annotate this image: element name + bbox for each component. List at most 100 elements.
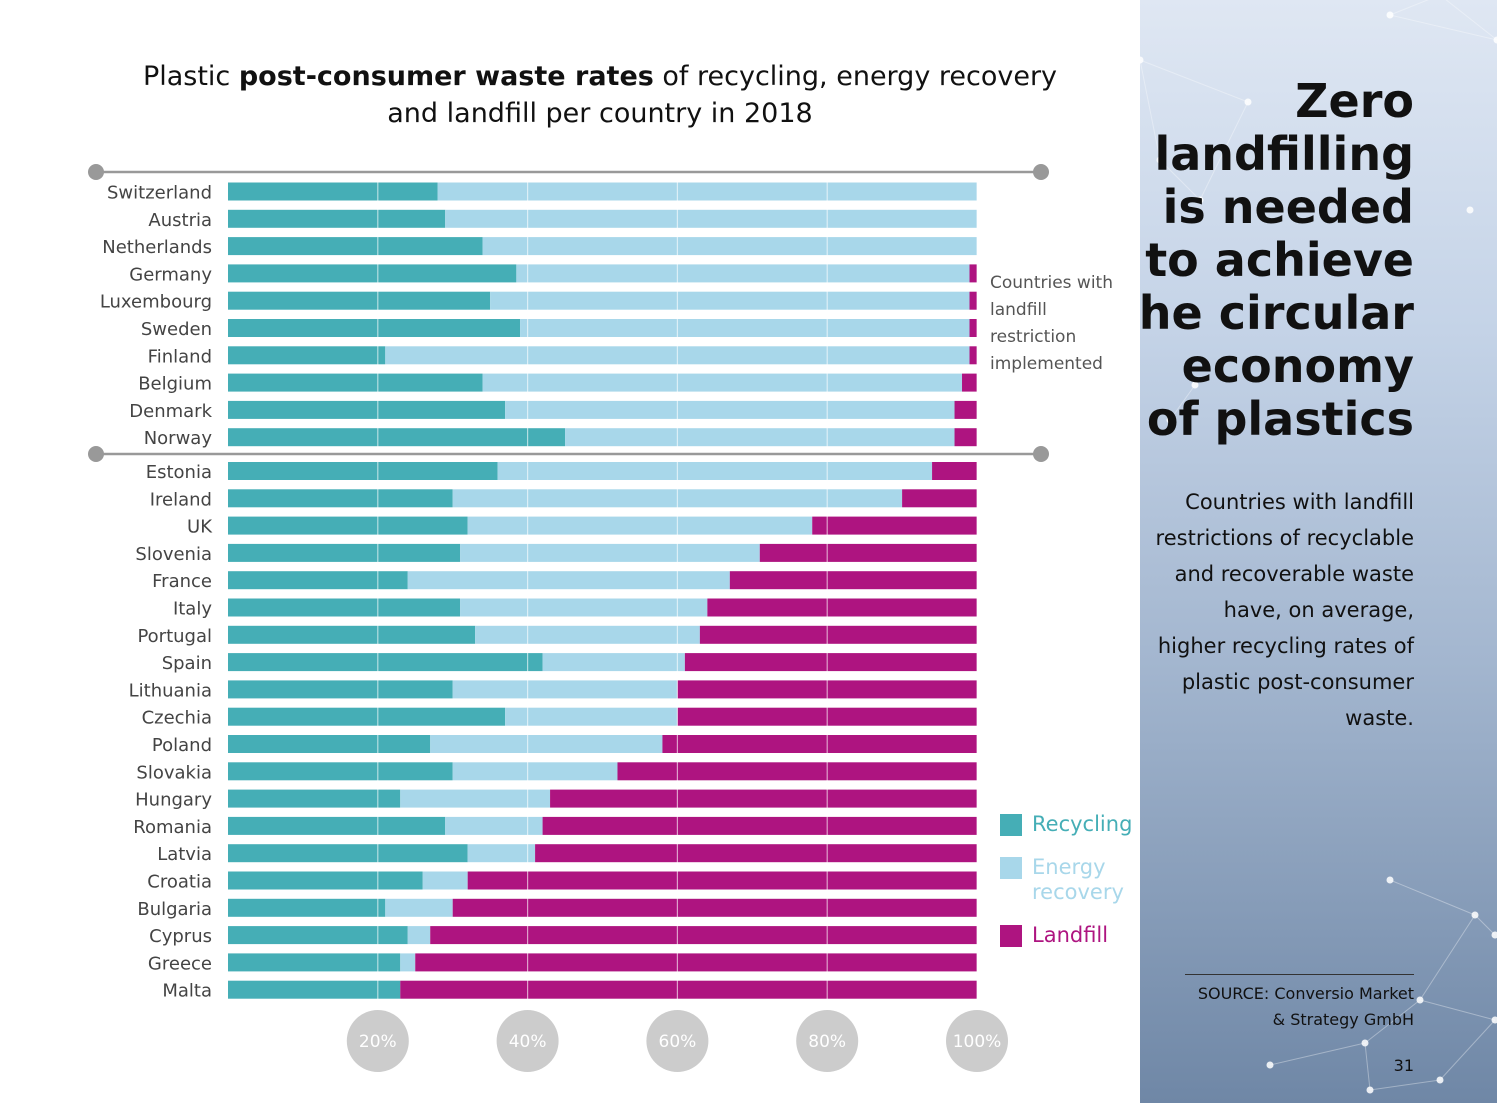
recycling-bar	[228, 953, 401, 972]
recycling-bar	[228, 871, 423, 890]
country-label: UK	[187, 517, 213, 538]
country-label: Ireland	[150, 489, 212, 510]
landfill-bar	[467, 871, 977, 890]
recycling-bar	[228, 182, 438, 201]
energy-recovery-bar	[437, 182, 978, 201]
network-line	[1364, 999, 1421, 1044]
landfill-bar	[932, 462, 977, 480]
headline-line: is needed	[1162, 180, 1414, 234]
network-line	[1439, 1019, 1496, 1081]
landfill-bar	[707, 598, 977, 617]
landfill-restriction-note: Countries with landfill restriction impl…	[990, 273, 1113, 374]
recycling-bar	[228, 462, 498, 480]
network-line	[1389, 14, 1497, 41]
country-label: Spain	[162, 653, 212, 674]
country-label: Hungary	[135, 790, 212, 811]
energy-recovery-bar	[400, 953, 416, 972]
energy-recovery-bar	[467, 516, 813, 535]
country-label: Estonia	[146, 462, 212, 483]
network-node	[1493, 36, 1497, 44]
energy-recovery-bar	[445, 209, 978, 228]
network-line	[1389, 0, 1429, 16]
energy-recovery-bar	[516, 264, 970, 283]
legend-energy-swatch	[1000, 857, 1022, 879]
network-node	[1386, 876, 1394, 884]
recycling-bar	[228, 373, 483, 392]
network-node	[1244, 98, 1252, 106]
network-line	[1159, 159, 1201, 201]
network-pattern	[1140, 0, 1497, 1094]
network-node	[1166, 416, 1174, 424]
body-line: plastic post-consumer	[1181, 670, 1414, 694]
recycling-bar	[228, 571, 408, 590]
landfill-bar	[969, 264, 977, 283]
energy-recovery-bar	[505, 400, 955, 419]
recycling-bar	[228, 680, 453, 699]
country-label: Luxembourg	[100, 292, 212, 313]
landfill-bar	[699, 625, 977, 644]
country-label: Latvia	[157, 844, 212, 865]
legend-landfill-swatch	[1000, 925, 1022, 947]
divider-end-dot	[1033, 446, 1049, 462]
country-label: Malta	[162, 981, 212, 1002]
network-node	[1196, 196, 1204, 204]
network-line	[1140, 59, 1161, 161]
energy-recovery-bar	[460, 598, 708, 617]
country-label: Slovenia	[135, 544, 212, 565]
divider-end-dot	[88, 164, 104, 180]
country-label: Lithuania	[129, 680, 212, 701]
chart-title: Plastic post-consumer waste rates of rec…	[142, 61, 1058, 129]
chart-legend: Recycling Energy recovery Landfill	[1000, 812, 1140, 966]
headline-line: to achieve	[1145, 233, 1414, 287]
network-line	[1474, 914, 1496, 936]
sidebar-body: Countries with landfill restrictions of …	[1140, 484, 1414, 736]
recycling-bar	[228, 844, 468, 863]
landfill-bar	[759, 543, 977, 562]
energy-recovery-bar	[422, 871, 468, 890]
country-label: Croatia	[147, 872, 212, 893]
recycling-bar	[228, 707, 506, 726]
country-label: Slovakia	[136, 762, 212, 783]
legend-energy: Energy recovery	[1000, 855, 1140, 905]
landfill-bar	[684, 653, 977, 672]
country-label: Germany	[129, 264, 212, 285]
recycling-bar	[228, 735, 431, 753]
network-node	[1466, 206, 1474, 214]
network-line	[1419, 914, 1476, 1001]
country-label: Sweden	[141, 319, 212, 340]
recycling-bar	[228, 816, 446, 835]
network-line	[1269, 1042, 1366, 1066]
landfill-bar	[969, 291, 977, 310]
energy-recovery-bar	[505, 707, 678, 726]
network-line	[1199, 101, 1249, 201]
x-tick-label: 20%	[359, 1032, 397, 1052]
x-tick-label: 80%	[808, 1032, 846, 1052]
country-label: Finland	[148, 346, 212, 367]
headline-line: landfilling	[1154, 127, 1414, 181]
body-line: and recoverable waste	[1174, 562, 1414, 586]
network-node	[1366, 1086, 1374, 1094]
recycling-bar	[228, 319, 521, 337]
energy-recovery-bar	[482, 237, 977, 256]
legend-recycling-swatch	[1000, 814, 1022, 836]
body-line: waste.	[1345, 706, 1414, 730]
energy-recovery-bar	[565, 428, 955, 447]
energy-recovery-bar	[452, 680, 678, 699]
recycling-bar	[228, 291, 491, 310]
recycling-bar	[228, 653, 543, 672]
network-node	[1491, 1016, 1497, 1024]
network-line	[1369, 1079, 1441, 1091]
energy-recovery-bar	[475, 625, 700, 644]
network-node	[1266, 1061, 1274, 1069]
landfill-bar	[969, 346, 977, 365]
body-line: Countries with landfill	[1185, 490, 1414, 514]
x-tick-circle	[346, 1010, 409, 1072]
landfill-bar	[400, 980, 977, 999]
network-line	[1364, 1042, 1371, 1091]
recycling-bar	[228, 598, 461, 617]
energy-recovery-bar	[482, 373, 963, 392]
x-tick-label: 60%	[659, 1032, 697, 1052]
network-line	[1140, 59, 1249, 103]
recycling-bar	[228, 543, 461, 562]
x-tick-circle	[796, 1010, 859, 1072]
